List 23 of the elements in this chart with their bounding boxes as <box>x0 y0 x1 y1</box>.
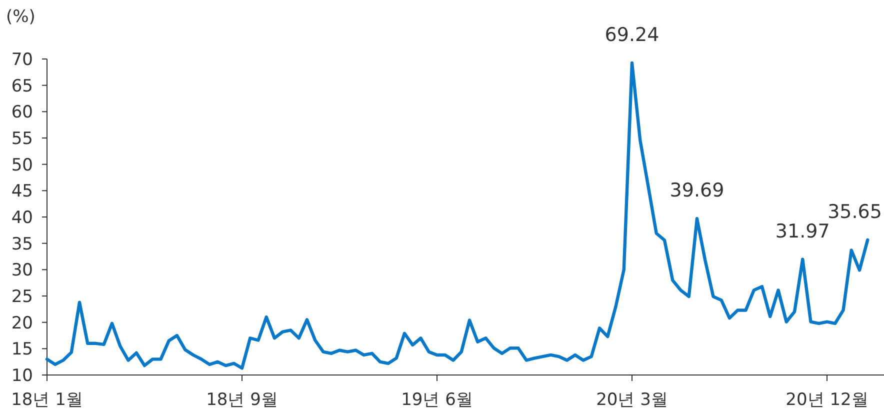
y-tick-label: 25 <box>11 286 33 307</box>
y-tick-label: 60 <box>11 102 33 123</box>
y-tick-label: 35 <box>11 234 33 254</box>
y-tick-label: 40 <box>11 208 33 228</box>
y-tick-label: 15 <box>11 340 33 360</box>
data-label: 39.69 <box>670 180 724 202</box>
y-tick-label: 10 <box>11 366 33 386</box>
y-tick-label: 20 <box>11 313 33 334</box>
x-tick-label: 20년 3월 <box>596 390 668 410</box>
data-label: 35.65 <box>828 200 882 223</box>
y-tick-label: 45 <box>11 182 33 202</box>
x-tick-label: 18년 1월 <box>11 390 83 410</box>
data-label: 31.97 <box>775 220 830 242</box>
y-tick-label: 70 <box>11 50 33 70</box>
x-tick-label: 19년 6월 <box>401 390 473 410</box>
y-axis-title: (%) <box>6 7 36 27</box>
x-tick-label: 18년 9월 <box>206 390 278 410</box>
data-label: 69.24 <box>604 24 660 46</box>
y-tick-label: 30 <box>11 260 33 281</box>
y-tick-label: 50 <box>11 155 33 176</box>
x-tick-label: 20년 12월 <box>786 390 868 410</box>
y-tick-label: 55 <box>11 128 33 149</box>
y-tick-label: 65 <box>11 76 33 96</box>
